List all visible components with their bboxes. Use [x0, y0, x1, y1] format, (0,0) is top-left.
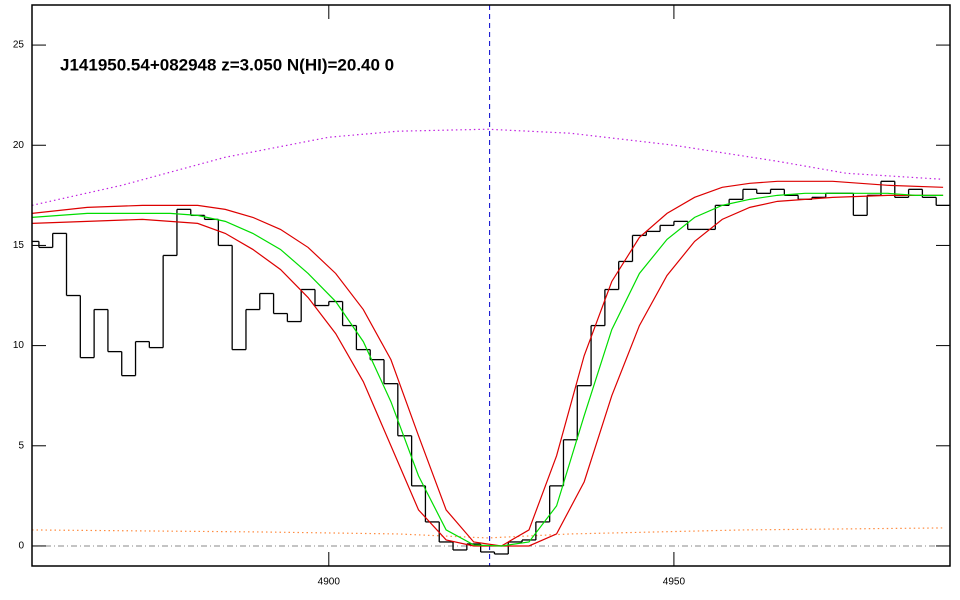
y-tick-label: 20 — [13, 140, 25, 151]
annotation: J141950.54+082948 z=3.050 N(HI)=20.40 0 — [60, 55, 394, 74]
model-line — [32, 180, 944, 547]
y-tick-label: 15 — [13, 240, 25, 251]
flux-steps — [38, 181, 937, 554]
model-line — [32, 128, 944, 206]
y-tick-label: 10 — [13, 340, 25, 351]
y-tick-label: 25 — [13, 40, 25, 51]
y-tick-label: 5 — [18, 440, 24, 451]
x-tick-label: 4950 — [663, 577, 686, 588]
model-line — [32, 192, 944, 547]
model-line — [32, 194, 944, 547]
frame — [31, 4, 951, 567]
y-tick-label: 0 — [18, 541, 24, 552]
plot-area — [32, 5, 950, 566]
model-line — [32, 527, 944, 539]
x-tick-label: 4900 — [318, 577, 341, 588]
